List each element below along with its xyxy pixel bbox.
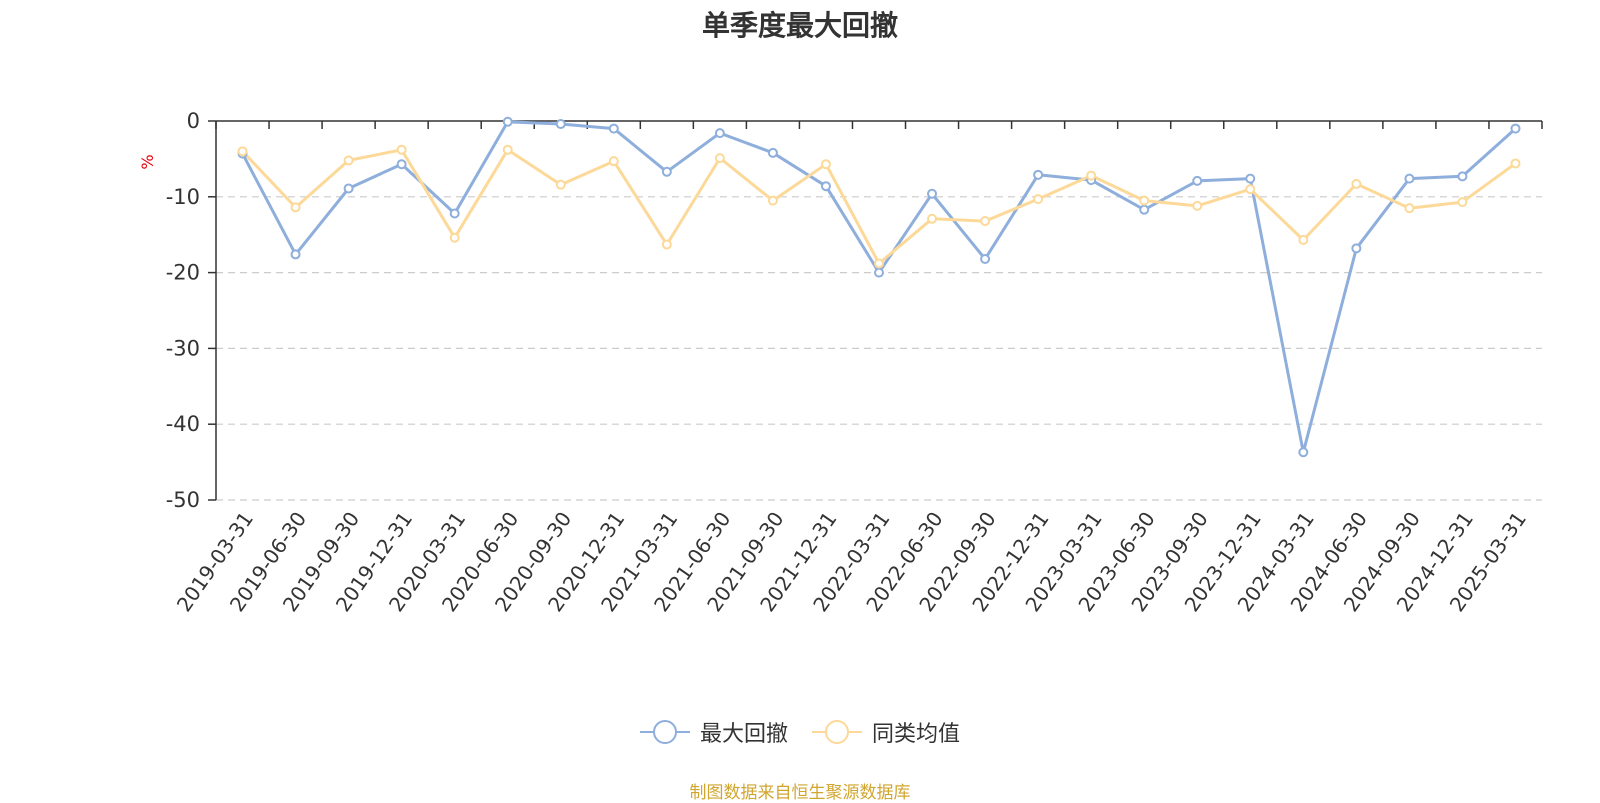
data-point [1457, 171, 1468, 182]
data-point [1033, 194, 1044, 205]
data-point [290, 202, 301, 213]
data-point [874, 267, 884, 278]
data-point [555, 119, 566, 130]
data-point [1457, 197, 1468, 208]
data-point [714, 128, 725, 139]
data-point [1510, 123, 1521, 134]
legend: 最大回撤 同类均值 [0, 716, 1600, 748]
y-tick-label: -20 [166, 261, 200, 285]
data-point [927, 213, 938, 224]
data-point [820, 181, 831, 192]
legend-swatch-series-2 [812, 720, 862, 744]
data-point [608, 156, 619, 167]
data-point [1298, 235, 1309, 246]
data-point [502, 116, 513, 127]
legend-label-series-2: 同类均值 [872, 722, 961, 747]
legend-marker-series-2 [825, 720, 849, 744]
data-point [1298, 447, 1309, 458]
data-point [1404, 173, 1415, 184]
data-point [980, 216, 991, 227]
y-tick-label: 0 [187, 109, 200, 133]
legend-item-series-2[interactable]: 同类均值 [812, 716, 960, 748]
data-point [1086, 170, 1097, 181]
data-point [290, 249, 301, 260]
axes: 0-10-20-30-40-502019-03-312019-06-302019… [166, 109, 1543, 616]
data-point [1245, 173, 1256, 184]
data-point [767, 147, 778, 158]
y-tick-label: -50 [166, 488, 200, 512]
chart-title: 单季度最大回撤 [701, 9, 898, 42]
data-points [237, 116, 1521, 458]
y-axis-label: % [138, 154, 157, 169]
data-point [555, 179, 566, 190]
data-point [980, 253, 991, 264]
legend-label-series-1: 最大回撤 [699, 722, 788, 747]
series-line-1 [241, 120, 1517, 454]
data-point [1033, 169, 1044, 180]
data-point [449, 232, 460, 243]
series-lines [241, 120, 1517, 454]
source-note: 制图数据来自恒生聚源数据库 [689, 783, 911, 803]
data-point [1245, 184, 1256, 195]
grid-lines [216, 196, 1542, 501]
data-point [874, 258, 884, 269]
data-point [1404, 203, 1415, 214]
series-line-2 [241, 148, 1517, 265]
data-point [1351, 243, 1362, 254]
data-point [927, 188, 938, 199]
data-point [396, 159, 407, 170]
data-point [1192, 200, 1203, 211]
y-tick-label: -30 [166, 336, 200, 360]
data-point [1192, 175, 1203, 186]
data-point [502, 144, 513, 155]
y-tick-label: -40 [166, 412, 200, 436]
legend-swatch-series-1 [639, 720, 690, 744]
data-point [1139, 195, 1150, 206]
y-tick-label: -10 [166, 185, 200, 209]
data-point [343, 155, 354, 166]
data-point [661, 239, 672, 250]
data-point [767, 195, 778, 206]
data-point [1351, 178, 1362, 189]
data-point [1139, 204, 1150, 215]
data-point [661, 166, 672, 177]
data-point [449, 208, 460, 219]
data-point [1510, 158, 1521, 169]
legend-marker-series-1 [652, 720, 677, 744]
data-point [396, 144, 407, 155]
data-point [608, 123, 619, 134]
data-point [237, 146, 248, 157]
data-point [714, 153, 725, 164]
data-point [343, 183, 354, 194]
legend-item-series-1[interactable]: 最大回撤 [639, 716, 788, 748]
data-point [820, 159, 831, 170]
